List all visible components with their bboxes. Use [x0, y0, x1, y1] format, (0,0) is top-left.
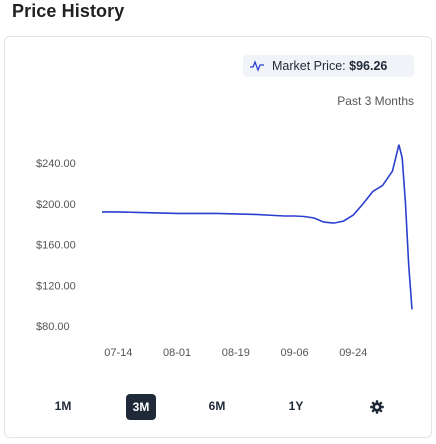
price-series-line: [102, 144, 413, 310]
y-tick-label: $200.00: [36, 199, 76, 211]
range-button-1y[interactable]: 1Y: [286, 394, 306, 418]
y-tick-label: $160.00: [36, 240, 76, 252]
range-label: Past 3 Months: [337, 94, 414, 108]
y-tick-label: $80.00: [36, 321, 70, 333]
y-tick-label: $120.00: [36, 280, 76, 292]
x-tick-label: 08-01: [163, 347, 191, 359]
y-tick-label: $240.00: [36, 158, 76, 170]
market-price-label: Market Price:: [272, 59, 346, 73]
price-history-card: [4, 36, 432, 438]
market-price-text: Market Price: $96.26: [272, 59, 387, 73]
x-tick-label: 07-14: [104, 347, 132, 359]
pulse-icon: [250, 60, 264, 72]
gear-icon[interactable]: [369, 399, 385, 415]
range-button-6m[interactable]: 6M: [205, 394, 229, 418]
x-tick-label: 09-24: [339, 347, 367, 359]
x-tick-label: 08-19: [222, 347, 250, 359]
market-price-value: $96.26: [349, 59, 388, 73]
x-tick-label: 09-06: [280, 347, 308, 359]
page-title: Price History: [12, 1, 125, 21]
range-button-1m[interactable]: 1M: [52, 394, 74, 418]
range-button-3m[interactable]: 3M: [126, 394, 156, 420]
market-price-badge: [243, 55, 414, 77]
